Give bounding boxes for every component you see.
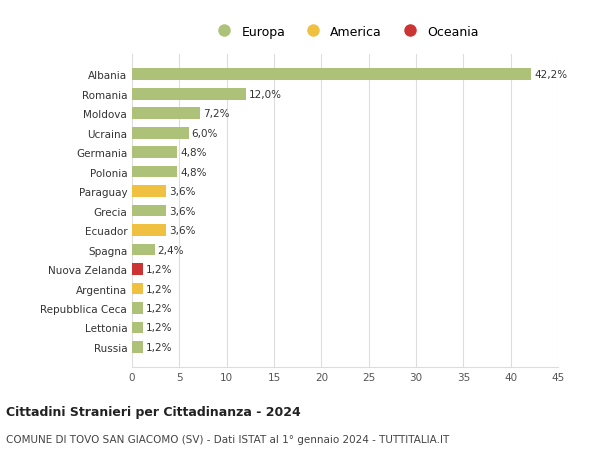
Text: 1,2%: 1,2% [146,284,173,294]
Bar [132,244,155,256]
Text: 12,0%: 12,0% [248,90,281,100]
Text: COMUNE DI TOVO SAN GIACOMO (SV) - Dati ISTAT al 1° gennaio 2024 - TUTTITALIA.IT: COMUNE DI TOVO SAN GIACOMO (SV) - Dati I… [6,434,449,443]
Bar [132,128,189,139]
Bar [132,205,166,217]
Bar [132,108,200,120]
Text: 3,6%: 3,6% [169,225,196,235]
Text: 4,8%: 4,8% [180,167,207,177]
Bar [132,69,532,81]
Text: 1,2%: 1,2% [146,342,173,352]
Bar [132,89,245,101]
Text: 1,2%: 1,2% [146,323,173,333]
Bar [132,322,143,334]
Text: 42,2%: 42,2% [535,70,568,80]
Bar [132,341,143,353]
Text: 1,2%: 1,2% [146,264,173,274]
Text: 2,4%: 2,4% [158,245,184,255]
Text: 3,6%: 3,6% [169,206,196,216]
Legend: Europa, America, Oceania: Europa, America, Oceania [206,21,484,44]
Text: 3,6%: 3,6% [169,187,196,197]
Text: 6,0%: 6,0% [191,129,218,139]
Bar [132,302,143,314]
Text: 1,2%: 1,2% [146,303,173,313]
Bar [132,283,143,295]
Text: 7,2%: 7,2% [203,109,229,119]
Text: 4,8%: 4,8% [180,148,207,158]
Bar [132,147,178,159]
Text: Cittadini Stranieri per Cittadinanza - 2024: Cittadini Stranieri per Cittadinanza - 2… [6,405,301,419]
Bar [132,225,166,236]
Bar [132,263,143,275]
Bar [132,186,166,197]
Bar [132,167,178,178]
